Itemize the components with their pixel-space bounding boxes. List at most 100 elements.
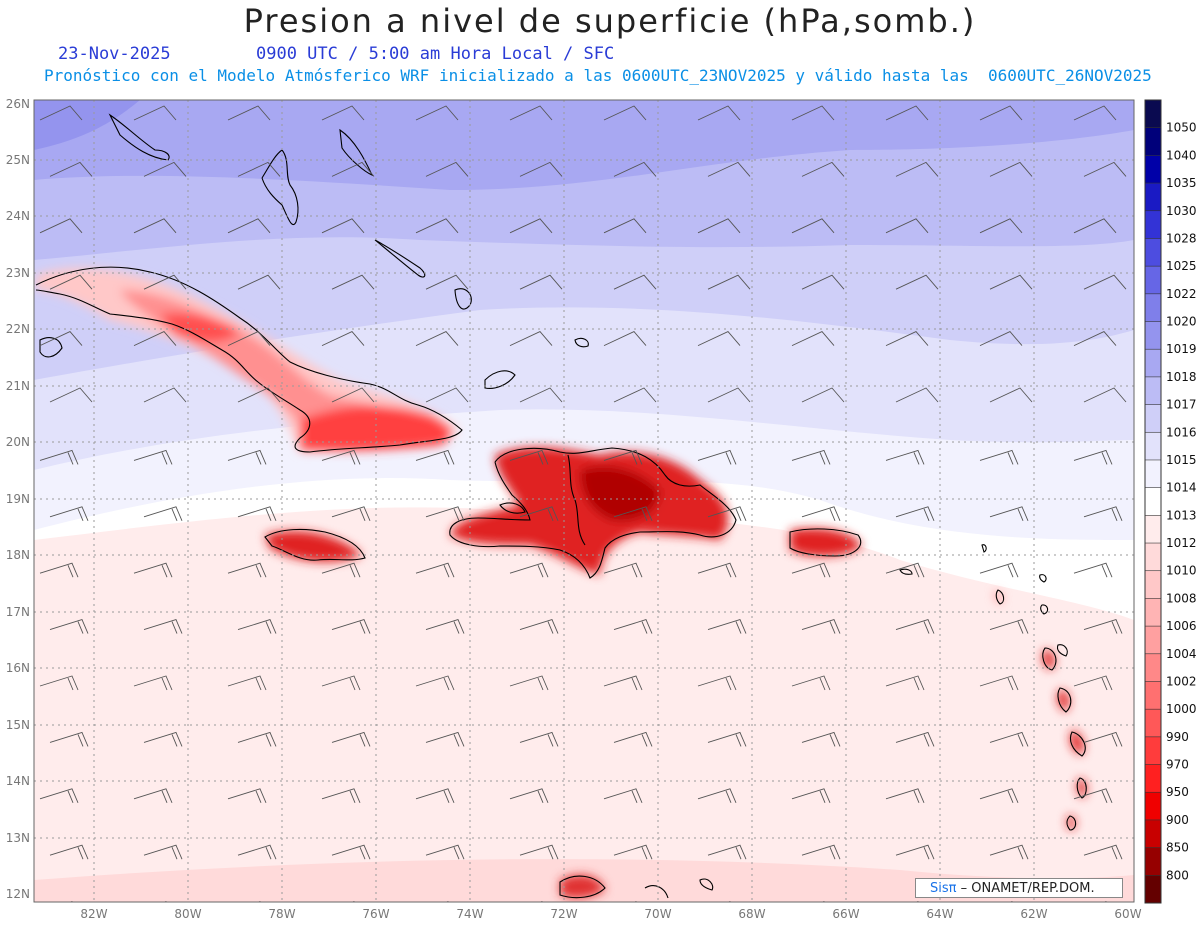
colorbar-label: 990	[1166, 730, 1189, 744]
wind-barb	[227, 218, 271, 234]
wind-barb	[697, 105, 741, 121]
wind-barb	[885, 675, 925, 691]
wind-barb	[237, 844, 277, 860]
wind-barb	[321, 788, 361, 803]
colorbar: 1050 1040 1035 1030 1028 1025 1022 1020 1019 1018…	[1144, 99, 1197, 904]
wind-barb	[1083, 387, 1127, 403]
latitude-axis: 26N 25N 24N 23N 22N 21N 20N 19N 18N 17N …	[6, 97, 30, 901]
wind-barb	[1073, 218, 1117, 234]
wind-barb	[1073, 562, 1113, 578]
wind-barb	[791, 105, 835, 121]
wind-barb	[1083, 274, 1127, 290]
wind-barb	[39, 331, 83, 347]
wind-barb	[519, 387, 563, 403]
wind-barb	[133, 331, 177, 347]
wind-barb	[895, 731, 935, 747]
lon-label: 60W	[1114, 907, 1141, 921]
wind-barb	[519, 274, 563, 290]
colorbar-frame	[1144, 99, 1162, 904]
lat-label: 14N	[6, 774, 30, 788]
wind-barb	[351, 901, 355, 902]
wind-barb	[509, 331, 553, 347]
wind-barb	[331, 274, 375, 290]
wind-barb	[49, 731, 89, 747]
colorbar-label: 1030	[1166, 204, 1197, 218]
wind-barb	[415, 105, 459, 121]
wind-barb	[1083, 506, 1123, 521]
wind-barb	[331, 161, 375, 177]
wind-barb	[321, 449, 361, 465]
wind-barb	[989, 387, 1033, 403]
colorbar-swatch	[1145, 266, 1161, 295]
wind-barb	[49, 844, 89, 860]
colorbar-swatch	[1145, 293, 1161, 323]
wind-barb	[415, 675, 455, 691]
wind-barb	[227, 105, 271, 121]
colorbar-swatch	[1145, 709, 1161, 738]
colorbar-label: 1004	[1166, 647, 1197, 661]
coastlines	[35, 113, 1087, 899]
lat-label: 25N	[6, 153, 30, 167]
lon-label: 64W	[926, 907, 953, 921]
wind-barb	[509, 218, 553, 234]
wind-barb	[143, 506, 183, 521]
wind-barb	[133, 562, 173, 578]
colorbar-swatch	[1145, 543, 1161, 572]
valid-time: 0900 UTC / 5:00 am Hora Local / SFC	[256, 44, 615, 64]
wind-barb	[697, 675, 737, 691]
wind-barb	[227, 562, 267, 578]
wind-barb	[707, 274, 751, 290]
lon-label: 66W	[832, 907, 859, 921]
wind-barb	[1083, 844, 1123, 860]
wind-barb	[885, 449, 925, 465]
wind-barb	[331, 387, 375, 403]
lat-label: 23N	[6, 266, 30, 280]
wind-barb	[519, 506, 559, 521]
lon-label: 68W	[738, 907, 765, 921]
colorbar-swatch	[1145, 404, 1161, 433]
wind-barb	[613, 844, 653, 860]
wind-barb	[613, 506, 653, 521]
wind-barb	[1073, 449, 1113, 465]
wind-barb	[613, 731, 653, 747]
wind-barb	[989, 506, 1029, 521]
wind-barb	[227, 331, 271, 347]
colorbar-swatch	[1145, 598, 1161, 627]
wind-barb	[895, 619, 935, 634]
wind-barb	[1103, 901, 1107, 902]
colorbar-label: 1022	[1166, 287, 1197, 301]
colorbar-swatch	[1145, 238, 1161, 267]
wind-barb	[613, 161, 657, 177]
wind-barb	[915, 901, 919, 902]
wind-barb	[791, 218, 835, 234]
wind-barb	[163, 901, 167, 902]
colorbar-swatch	[1145, 819, 1161, 849]
wind-barb	[331, 731, 371, 747]
low-pressure-islands	[36, 268, 1087, 899]
lon-label: 78W	[268, 907, 295, 921]
colorbar-swatch	[1145, 847, 1161, 876]
wind-barb	[425, 844, 465, 860]
lon-label: 80W	[174, 907, 201, 921]
wind-barb	[989, 619, 1029, 634]
wind-barb	[133, 675, 173, 691]
colorbar-label: 1028	[1166, 231, 1197, 245]
wind-barb	[801, 274, 845, 290]
wind-barb	[237, 506, 277, 521]
wind-barb	[331, 844, 371, 860]
wind-barb	[885, 218, 929, 234]
wind-barb	[415, 331, 459, 347]
colorbar-swatch	[1145, 127, 1161, 156]
wind-barb	[979, 218, 1023, 234]
wind-barb	[1073, 788, 1113, 803]
colorbar-label: 1040	[1166, 148, 1197, 162]
wind-barb	[425, 161, 469, 177]
wind-barb	[895, 844, 935, 860]
colorbar-swatch	[1145, 570, 1161, 599]
wind-barb	[425, 506, 465, 521]
wind-barb	[49, 506, 89, 521]
wind-barb	[603, 675, 643, 691]
colorbar-label: 1012	[1166, 536, 1197, 550]
wind-barb	[49, 619, 89, 634]
wind-barb	[321, 218, 365, 234]
